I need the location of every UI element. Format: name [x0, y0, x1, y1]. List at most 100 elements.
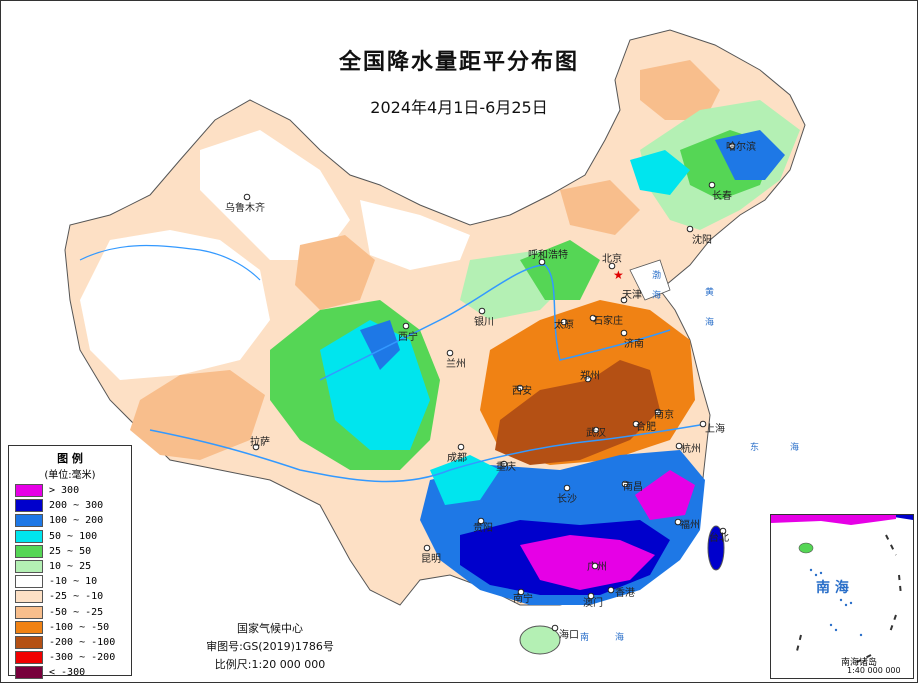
credit-org: 国家气候中心: [237, 622, 303, 635]
city-29: 南宁: [513, 588, 533, 605]
city-marker-icon: [675, 442, 683, 450]
legend-item: -300 ~ -200: [15, 650, 131, 665]
inset-map: [771, 515, 913, 666]
city-label: 西宁: [398, 330, 418, 343]
city-label: 澳门: [583, 596, 603, 609]
taiwan-island: [707, 525, 725, 571]
legend-item: 200 ~ 300: [15, 498, 131, 513]
legend-swatch: [15, 484, 43, 498]
zone-wet-hetao-2: [520, 240, 600, 300]
legend-swatch: [15, 651, 43, 665]
yangtze-river: [149, 424, 701, 483]
sea-label: 海: [652, 289, 661, 301]
city-label: 重庆: [496, 460, 516, 473]
western-river: [79, 244, 261, 281]
legend-item: 25 ~ 50: [15, 544, 131, 559]
city-label: 西安: [512, 384, 532, 397]
city-label: 昆明: [421, 553, 441, 565]
city-24: 南昌: [621, 480, 643, 493]
city-label: 福州: [680, 518, 700, 531]
city-marker-icon: [699, 420, 707, 428]
city-marker-icon: [423, 544, 431, 552]
city-marker-icon: [620, 329, 628, 337]
legend-item: -200 ~ -100: [15, 635, 131, 650]
credit-approval: 审图号:GS(2019)1786号: [206, 640, 334, 653]
city-marker-icon: [591, 562, 599, 570]
inset-islands: [809, 568, 863, 637]
legend-label: < -300: [49, 667, 86, 679]
sea-label: 海: [615, 631, 624, 643]
city-label: 贵阳: [473, 521, 493, 534]
city-9: 济南: [620, 329, 644, 350]
zone-extreme-wet-guangdong: [520, 535, 655, 590]
city-marker-icon: [243, 193, 251, 201]
legend-item: 10 ~ 25: [15, 559, 131, 574]
city-16: 合肥: [632, 420, 656, 433]
city-marker-icon: [589, 314, 597, 322]
city-marker-icon: [686, 225, 694, 233]
city-label: 沈阳: [692, 233, 712, 246]
legend-swatch: [15, 605, 43, 619]
city-marker-icon: [584, 375, 592, 383]
legend-swatch: [15, 635, 43, 649]
legend-label: 25 ~ 50: [49, 545, 92, 557]
city-4: 呼和浩特: [528, 249, 568, 266]
city-marker-icon: [477, 517, 485, 525]
city-30: 广州: [587, 561, 607, 573]
city-marker-icon: [457, 443, 465, 451]
legend-label: -200 ~ -100: [49, 636, 116, 648]
zone-extreme-wet-fujian: [635, 470, 695, 520]
city-marker-icon: [402, 322, 410, 330]
hainan-island: [519, 625, 561, 655]
city-14: 郑州: [580, 369, 600, 383]
legend: 图 例 (单位:毫米) > 300 200 ~ 300 100 ~ 200 50 ~ …: [8, 445, 132, 680]
legend-swatch: [15, 514, 43, 528]
city-label: 广州: [587, 561, 607, 573]
zone-neutral-inner-mongolia: [360, 200, 470, 270]
legend-item: -100 ~ -50: [15, 620, 131, 635]
city-label: 成都: [447, 452, 467, 464]
south-china-sea-inset: 南 海 南海诸岛 1:40 000 000: [770, 514, 914, 679]
city-label: 杭州: [681, 442, 701, 455]
city-marker-icon: [252, 443, 260, 451]
city-marker-icon: [563, 484, 571, 492]
legend-label: 10 ~ 25: [49, 561, 92, 573]
legend-swatch: [15, 666, 43, 680]
city-label: 香港: [615, 587, 635, 599]
city-label: 拉萨: [250, 435, 270, 448]
city-label: 南京: [654, 408, 674, 421]
legend-item: -50 ~ -25: [15, 605, 131, 620]
legend-label: 200 ~ 300: [49, 500, 104, 512]
legend-item: -10 ~ 10: [15, 574, 131, 589]
legend-label: -100 ~ -50: [49, 621, 110, 633]
legend-title: 图 例: [57, 452, 83, 465]
city-label: 乌鲁木齐: [225, 201, 265, 214]
legend-unit: (单位:毫米): [44, 470, 96, 481]
legend-swatch: [15, 544, 43, 558]
city-label: 北京: [602, 252, 622, 265]
legend-label: 100 ~ 200: [49, 515, 104, 527]
city-marker-icon: [654, 408, 662, 416]
city-26: 台北: [709, 527, 729, 544]
zone-neutral-north: [200, 130, 350, 260]
zone-wet-ne-cyan: [630, 150, 690, 195]
city-label: 台北: [709, 531, 729, 544]
city-33: 海口: [551, 624, 579, 641]
city-6: 天津: [620, 289, 642, 304]
legend-label: -300 ~ -200: [49, 652, 116, 664]
city-20: 拉萨: [250, 435, 270, 451]
legend-item: 50 ~ 100: [15, 529, 131, 544]
legend-item: -25 ~ -10: [15, 589, 131, 604]
bohai-sea: [629, 259, 671, 301]
inset-dashed-line: [795, 534, 902, 666]
beijing-star-icon: ★: [613, 268, 624, 282]
city-label: 太原: [554, 318, 574, 331]
city-label: 武汉: [586, 426, 606, 439]
city-label: 海口: [559, 628, 579, 641]
city-marker-icon: [632, 420, 640, 428]
city-19: 杭州: [675, 442, 701, 455]
city-label: 天津: [622, 289, 642, 301]
legend-item: 100 ~ 200: [15, 513, 131, 528]
